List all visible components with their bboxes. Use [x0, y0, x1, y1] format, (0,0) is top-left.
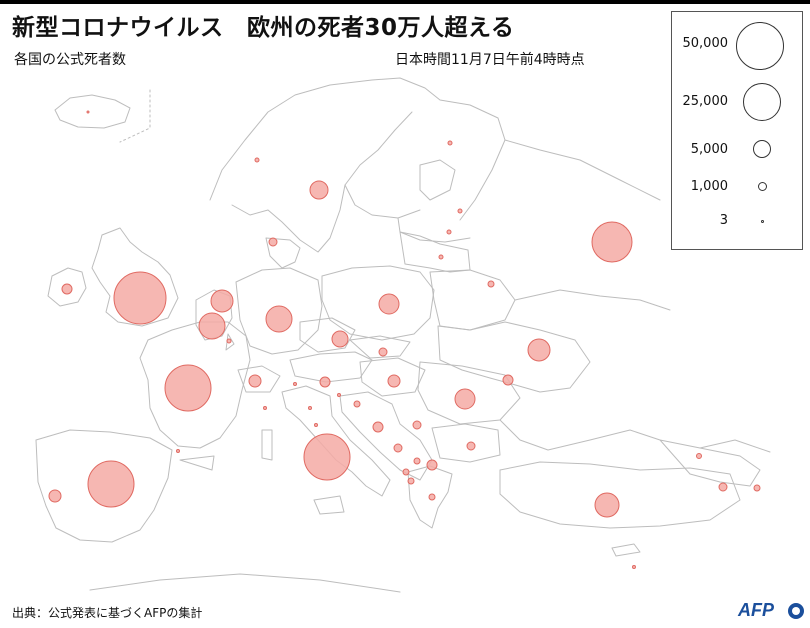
great-britain-outline — [91, 227, 179, 327]
iberia-outline — [35, 429, 173, 543]
bubble-russia — [591, 221, 633, 263]
map-subtitle: 各国の公式死者数 — [14, 52, 126, 68]
bubble-italy — [303, 433, 351, 481]
bubble-ireland — [61, 283, 73, 295]
map-title: 新型コロナウイルス 欧州の死者30万人超える — [12, 15, 515, 41]
legend-circle-1000 — [758, 182, 767, 191]
bubble-cyprus — [632, 565, 636, 569]
legend-label-25000: 25,000 — [682, 94, 729, 109]
timestamp: 日本時間11月7日午前4時時点 — [395, 52, 585, 68]
bubble-kosovo — [413, 457, 421, 465]
legend-label-50000: 50,000 — [682, 36, 729, 51]
legend-circle-3 — [761, 220, 764, 223]
bubble-lithuania — [438, 254, 444, 260]
bubble-georgia — [696, 453, 702, 459]
bubble-austria — [319, 376, 331, 388]
bubble-latvia — [446, 229, 452, 235]
bubble-united-kingdom — [113, 271, 167, 325]
bubble-malta — [337, 393, 341, 397]
bubble-slovakia — [378, 347, 388, 357]
bubble-vatican — [314, 423, 318, 427]
legend-label-5000: 5,000 — [690, 142, 728, 157]
afp-logo: AFP — [738, 600, 774, 620]
bubble-moldova — [502, 374, 514, 386]
bubble-azerbaijan — [753, 484, 761, 492]
greece-outline — [407, 465, 453, 529]
bubble-armenia — [718, 482, 728, 492]
legend-label-3: 3 — [719, 213, 728, 228]
legend-circle-50000 — [736, 22, 784, 70]
iceland-outline — [54, 94, 131, 129]
bubble-size-legend: 50,000 25,000 5,000 1,000 3 — [671, 11, 803, 250]
bubble-belarus — [487, 280, 495, 288]
bubble-croatia — [372, 421, 384, 433]
bubble-liechtenstein — [293, 382, 297, 386]
bubble-andorra — [176, 449, 180, 453]
top-rule — [0, 0, 810, 4]
bubble-finland — [447, 140, 453, 146]
turkey-outline — [499, 461, 741, 529]
bubble-switzerland — [248, 374, 262, 388]
bubble-iceland — [86, 110, 90, 114]
bubble-sweden — [309, 180, 329, 200]
scandinavia-outline — [209, 77, 506, 221]
germany-outline — [235, 267, 323, 355]
afp-logo-dot-icon — [788, 603, 804, 619]
europe-map — [35, 77, 771, 593]
bubble-france — [164, 364, 212, 412]
bubble-greece — [428, 493, 436, 501]
ireland-outline — [47, 267, 87, 307]
bubble-norway — [254, 157, 260, 163]
bubble-montenegro — [402, 468, 410, 476]
bubble-denmark — [268, 237, 278, 247]
ukraine-outline — [437, 321, 591, 393]
bubble-estonia — [457, 208, 463, 214]
denmark-outline — [265, 237, 301, 269]
bubble-slovenia — [353, 400, 361, 408]
bubble-luxembourg — [226, 338, 232, 344]
legend-circle-5000 — [753, 140, 771, 158]
bubble-albania — [407, 477, 415, 485]
bubble-netherlands — [210, 289, 234, 313]
bubble-north-macedonia — [426, 459, 438, 471]
bubble-belgium — [198, 312, 226, 340]
bubble-monaco — [263, 406, 267, 410]
bubble-romania — [454, 388, 476, 410]
bubble-spain — [87, 460, 135, 508]
bubble-serbia — [412, 420, 422, 430]
bubble-poland — [378, 293, 400, 315]
bubble-hungary — [387, 374, 401, 388]
italy-outline — [281, 385, 391, 497]
bubble-bulgaria — [466, 441, 476, 451]
source-note: 出典：公式発表に基づくAFPの集計 — [12, 606, 203, 620]
country-bubbles — [48, 110, 761, 569]
bubble-portugal — [48, 489, 62, 503]
legend-label-1000: 1,000 — [690, 179, 728, 194]
legend-circle-25000 — [743, 83, 781, 121]
poland-outline — [321, 265, 435, 341]
bubble-bosnia — [393, 443, 403, 453]
bubble-turkey — [594, 492, 620, 518]
bubble-ukraine — [527, 338, 551, 362]
bubble-germany — [265, 305, 293, 333]
bubble-czechia — [331, 330, 349, 348]
bubble-san-marino — [308, 406, 312, 410]
